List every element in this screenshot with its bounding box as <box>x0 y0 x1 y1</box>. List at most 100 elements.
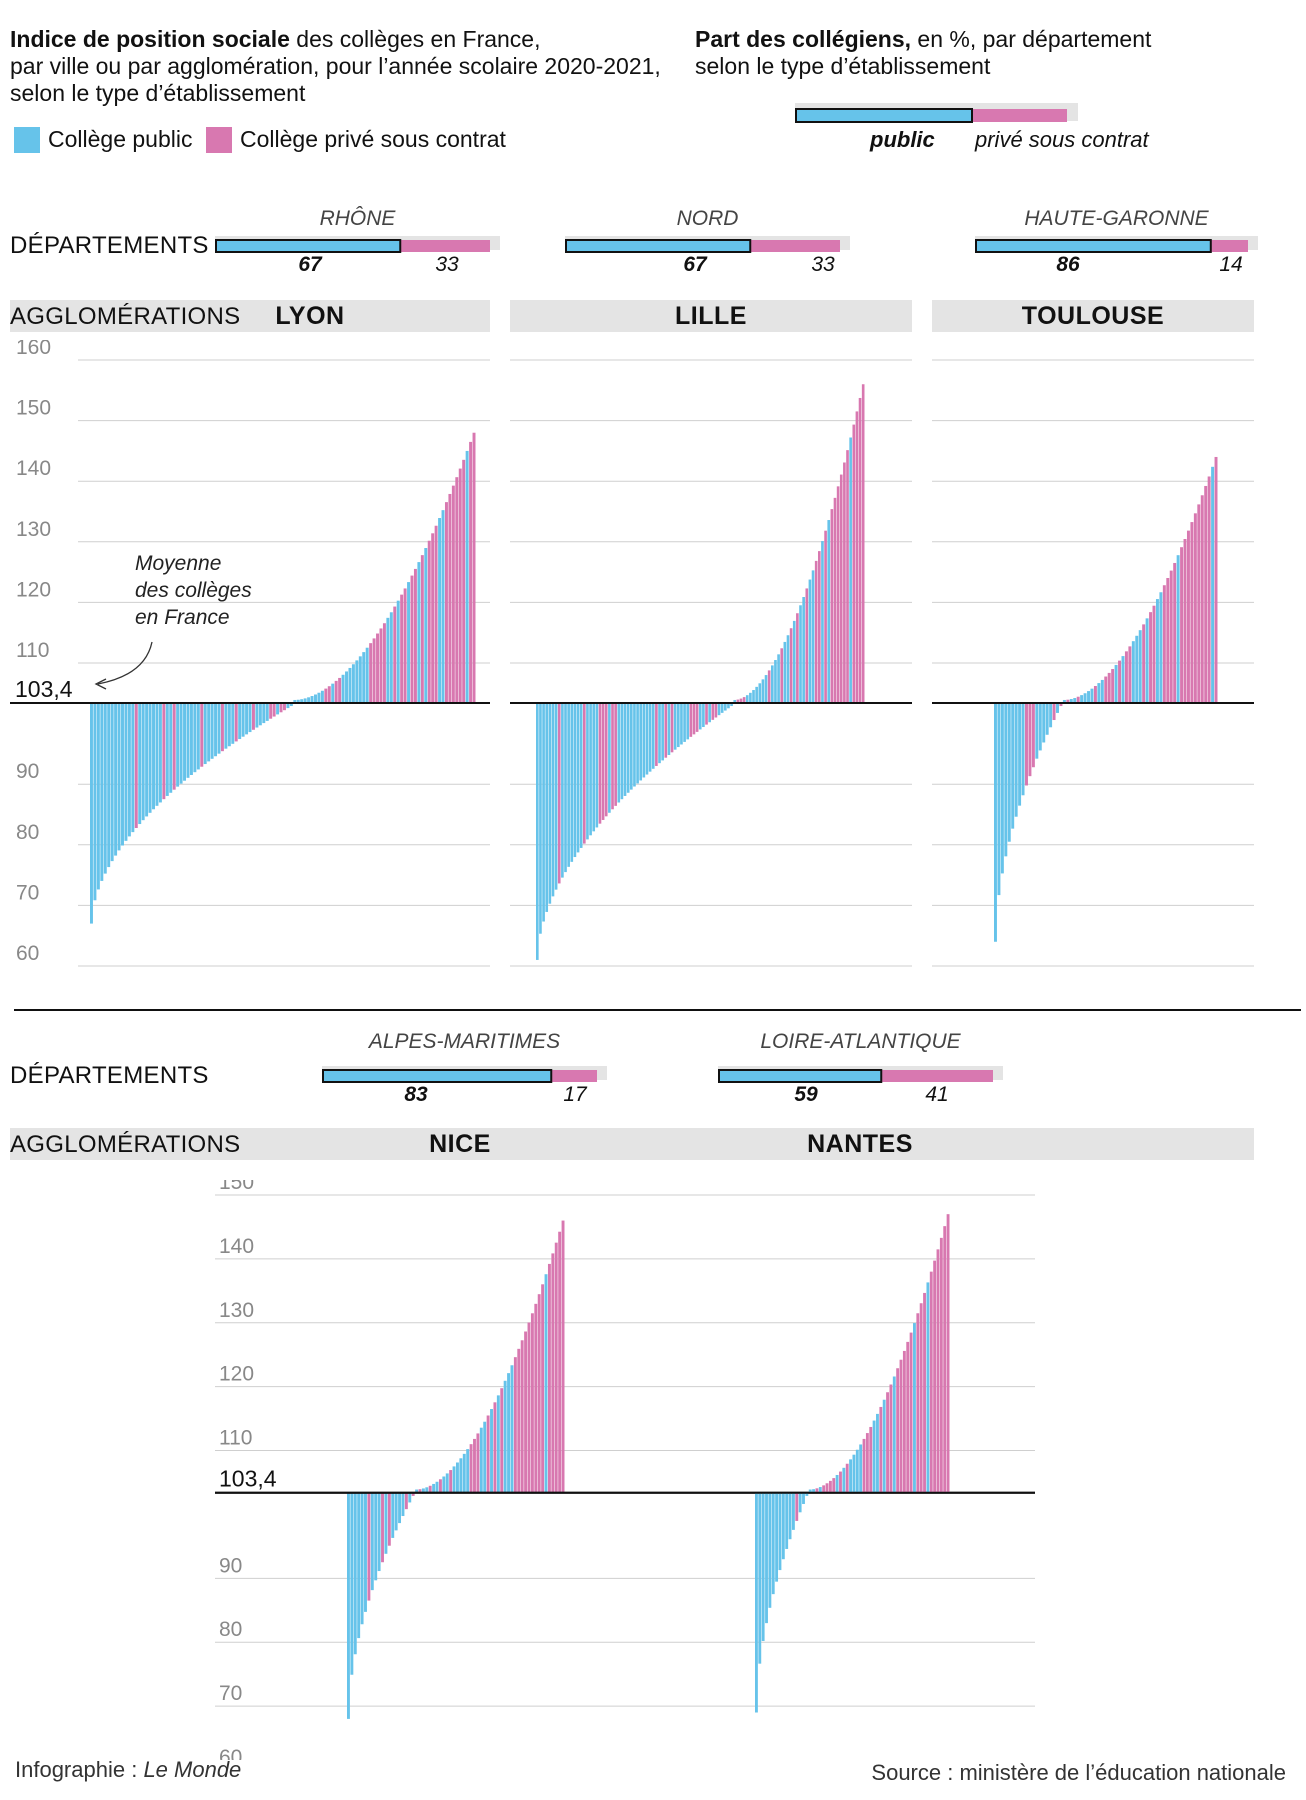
bar-public-lille-91 <box>821 541 824 703</box>
bar-private-toulouse-17 <box>1052 703 1056 721</box>
bar-public-toulouse-2 <box>1000 703 1004 874</box>
bar-public-nantes-29 <box>852 1454 856 1493</box>
bar-public-toulouse-4 <box>1007 703 1011 842</box>
bar-public-nice-4 <box>360 1492 364 1625</box>
bar-public-nantes-51 <box>926 1282 930 1493</box>
bar-public-lyon-44 <box>241 703 245 737</box>
bar-public-lyon-27 <box>183 703 186 781</box>
bar-private-toulouse-34 <box>1111 669 1115 703</box>
bar-public-nice-11 <box>384 1492 388 1554</box>
bar-private-lille-43 <box>670 703 674 753</box>
bar-private-lyon-83 <box>376 633 379 703</box>
bar-private-nantes-23 <box>832 1478 836 1493</box>
bar-public-lille-45 <box>677 703 680 748</box>
bar-public-lyon-16 <box>145 703 149 817</box>
annotation-line-3: en France <box>135 606 230 629</box>
bar-private-nice-50 <box>517 1348 521 1493</box>
bar-private-lille-49 <box>689 703 693 737</box>
bar-private-nice-24 <box>428 1485 432 1493</box>
annotation-arrowhead <box>94 678 107 690</box>
bar-public-toulouse-28 <box>1090 688 1094 703</box>
bar-public-lyon-67 <box>320 690 324 703</box>
bar-private-nice-56 <box>537 1294 541 1493</box>
bar-public-toulouse-5 <box>1011 703 1015 829</box>
bar-public-lyon-33 <box>203 703 207 765</box>
bar-public-nantes-47 <box>913 1323 916 1493</box>
bar-private-lyon-72 <box>338 677 342 703</box>
tick-label-120: 120 <box>16 578 51 601</box>
bar-private-lille-22 <box>604 703 608 817</box>
bar-public-toulouse-8 <box>1021 703 1025 796</box>
bar-private-toulouse-21 <box>1066 699 1070 703</box>
tick-label-70: 70 <box>16 881 39 904</box>
bar-private-nice-17 <box>404 1492 408 1510</box>
bar-private-lyon-53 <box>272 703 276 717</box>
bar-public-lyon-92 <box>407 582 411 703</box>
band-lille <box>510 300 912 332</box>
bar-public-lille-47 <box>683 703 686 742</box>
bar-public-toulouse-44 <box>1145 618 1149 703</box>
bar-public-lille-28 <box>623 703 627 796</box>
share-bar-private <box>399 240 490 252</box>
bar-public-lille-36 <box>648 703 652 772</box>
bar-public-lyon-73 <box>341 674 345 703</box>
departement-name-lyon: RHÔNE <box>319 207 396 230</box>
bar-private-lille-104 <box>861 384 865 703</box>
bar-private-lille-54 <box>705 703 708 725</box>
bar-public-lille-73 <box>764 675 768 703</box>
bar-public-nantes-3 <box>765 1492 768 1624</box>
bar-public-nantes-26 <box>842 1467 846 1493</box>
bar-public-lyon-79 <box>362 652 366 703</box>
bar-public-lille-76 <box>774 660 777 703</box>
bar-private-lille-51 <box>695 703 699 732</box>
bar-public-toulouse-0 <box>994 703 997 942</box>
bar-private-lyon-47 <box>251 703 255 730</box>
bar-private-lille-57 <box>714 703 718 718</box>
bar-public-toulouse-27 <box>1087 691 1090 703</box>
bar-public-nantes-4 <box>768 1492 772 1608</box>
bar-public-lyon-1 <box>93 703 97 901</box>
bar-public-lyon-3 <box>100 703 104 881</box>
bar-private-lyon-96 <box>420 555 424 703</box>
bar-public-lyon-97 <box>424 548 428 703</box>
bar-public-toulouse-23 <box>1073 698 1077 703</box>
bar-public-lille-59 <box>720 703 724 713</box>
bar-public-lyon-57 <box>286 703 290 709</box>
bar-public-nice-28 <box>442 1476 446 1493</box>
share-bar-private <box>550 1070 597 1082</box>
bar-private-lille-101 <box>852 424 856 703</box>
bar-private-lyon-108 <box>462 459 466 703</box>
bar-public-lille-2 <box>542 703 545 922</box>
bar-private-lyon-13 <box>134 703 138 829</box>
bar-private-toulouse-29 <box>1093 686 1097 703</box>
bar-private-lyon-111 <box>472 432 476 703</box>
bar-public-toulouse-26 <box>1083 693 1087 703</box>
key-private-label: privé sous contrat <box>975 127 1149 152</box>
bar-private-lyon-90 <box>400 594 404 703</box>
bar-public-lille-27 <box>620 703 624 800</box>
bar-public-lyon-70 <box>331 683 335 703</box>
bar-public-lyon-35 <box>210 703 214 759</box>
bar-public-lyon-66 <box>317 692 321 703</box>
bar-private-toulouse-54 <box>1180 547 1184 703</box>
bar-private-lyon-38 <box>220 703 224 752</box>
bar-private-toulouse-57 <box>1190 522 1194 703</box>
share-private-value: 33 <box>811 253 835 276</box>
bar-private-lille-20 <box>598 703 602 824</box>
city-name-nantes: NANTES <box>807 1130 913 1158</box>
share-bar-lyon <box>215 236 500 253</box>
bar-public-lyon-29 <box>189 703 193 775</box>
bar-public-nantes-2 <box>761 1492 765 1641</box>
bar-public-lyon-50 <box>262 703 266 724</box>
bar-private-nantes-54 <box>936 1249 940 1493</box>
bar-public-toulouse-3 <box>1004 703 1008 857</box>
bar-private-nice-52 <box>524 1331 528 1493</box>
bar-public-toulouse-22 <box>1069 699 1073 703</box>
bar-public-nice-35 <box>466 1449 470 1493</box>
share-bar-nantes <box>718 1066 1003 1083</box>
bar-private-lyon-93 <box>410 575 414 703</box>
bar-public-lille-23 <box>608 703 611 813</box>
bar-public-lille-63 <box>733 699 737 703</box>
bar-private-toulouse-10 <box>1028 703 1032 777</box>
bar-private-nice-49 <box>513 1357 517 1493</box>
